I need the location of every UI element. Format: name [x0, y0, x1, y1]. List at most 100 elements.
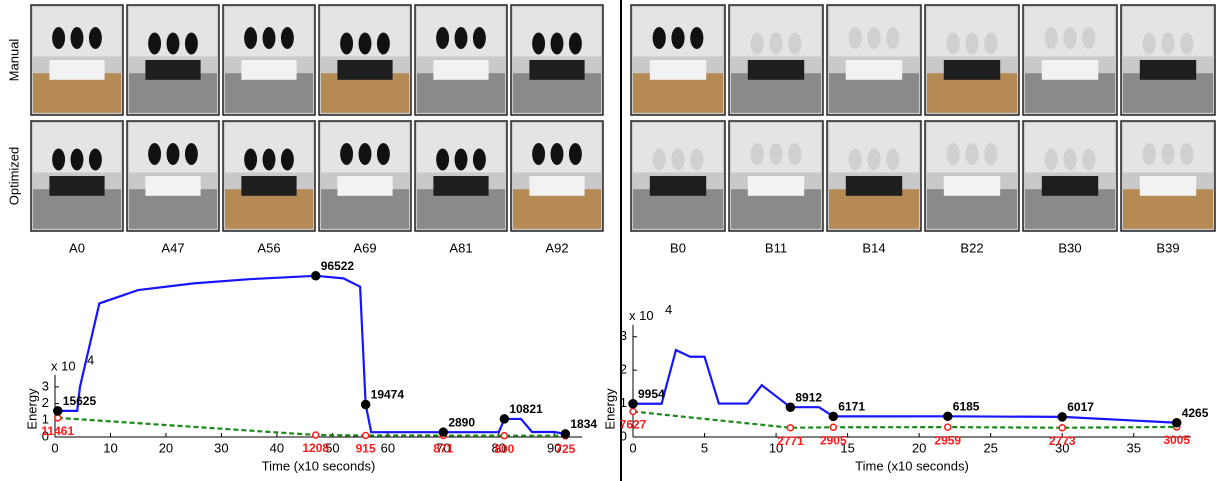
thumbnail — [728, 120, 824, 232]
thumbnail-object — [148, 32, 162, 55]
thumbnail-object — [788, 143, 802, 165]
thumbnail-object — [88, 27, 102, 49]
x-axis-label: Time (x10 seconds) — [262, 458, 376, 473]
thumbnail-object — [750, 143, 764, 165]
thumbnail-object — [70, 27, 84, 49]
thumbnail-object — [550, 32, 564, 55]
thumbnail-object — [568, 143, 582, 165]
thumbnail-object — [532, 32, 546, 55]
thumbnail — [1120, 4, 1216, 116]
thumbnail-object — [532, 143, 546, 165]
thumbnail-object — [1142, 32, 1156, 55]
thumbnail-table — [1041, 60, 1099, 80]
x-tick-label: 25 — [983, 440, 997, 455]
thumbnail-object — [340, 143, 354, 165]
thumbnail — [318, 4, 412, 116]
thumbnail-object — [848, 148, 862, 171]
data-label: 6017 — [1067, 400, 1094, 414]
thumbnail-object — [1044, 27, 1058, 49]
thumbnail-table — [49, 176, 105, 196]
thumbnail-object — [652, 148, 666, 171]
thumbnail-object — [244, 27, 258, 49]
data-label: 2773 — [1049, 434, 1076, 448]
x-tick-label: 30 — [1055, 440, 1069, 455]
thumbnail-object — [1063, 27, 1077, 49]
column-label: B30 — [1058, 240, 1081, 255]
thumbnail-object — [690, 27, 704, 49]
x-tick-label: 20 — [912, 440, 926, 455]
thumbnail-object — [184, 32, 198, 55]
thumbnail-object — [550, 143, 564, 165]
column-label: B11 — [765, 240, 787, 255]
data-point — [310, 271, 321, 281]
thumbnail — [728, 4, 824, 116]
data-label: 3005 — [1163, 433, 1190, 447]
column-label: B39 — [1156, 240, 1179, 255]
data-label: 915 — [356, 442, 376, 456]
thumbnail-table — [845, 60, 903, 80]
data-point — [943, 411, 953, 422]
thumbnail-object — [1044, 148, 1058, 171]
series-line — [633, 348, 1177, 424]
x-axis-label: Time (x10 seconds) — [855, 458, 969, 473]
thumbnail-object — [376, 143, 390, 165]
thumbnail-object — [750, 32, 764, 55]
thumbnail-object — [88, 148, 102, 171]
data-label: 725 — [555, 442, 575, 456]
y-tick-label: 2 — [620, 362, 627, 377]
thumbnail-object — [472, 148, 486, 171]
data-label: 10821 — [509, 402, 543, 416]
thumbnail — [222, 120, 316, 232]
thumbnail-object — [1082, 148, 1096, 171]
thumbnail-object — [454, 27, 468, 49]
thumbnail — [126, 120, 220, 232]
data-label: 6171 — [838, 400, 865, 414]
thumbnail-object — [358, 143, 372, 165]
column-label: A81 — [449, 240, 472, 255]
thumbnail — [30, 4, 124, 116]
y-tick-label: 1 — [620, 395, 627, 410]
data-label: 2959 — [934, 433, 961, 447]
thumbnail — [126, 4, 220, 116]
thumbnail-object — [436, 148, 450, 171]
x-tick-label: 30 — [214, 440, 228, 455]
thumbnail — [924, 4, 1020, 116]
row-label: Optimized — [6, 147, 21, 206]
thumbnail-object — [568, 32, 582, 55]
x-tick-label: 20 — [159, 440, 173, 455]
thumbnail-object — [148, 143, 162, 165]
y-axis-label: Energy — [24, 388, 39, 430]
thumbnail-object — [472, 27, 486, 49]
thumbnail-table — [337, 176, 393, 196]
thumbnail-table — [747, 176, 805, 196]
thumbnail-object — [671, 27, 685, 49]
column-label: B14 — [862, 240, 885, 255]
thumbnail-object — [652, 27, 666, 49]
thumbnail — [318, 120, 412, 232]
column-label: A0 — [69, 240, 85, 255]
data-point — [311, 431, 320, 439]
thumbnail-table — [337, 60, 393, 80]
thumbnail-table — [649, 60, 707, 80]
x-tick-label: 35 — [1127, 440, 1141, 455]
thumbnail-object — [867, 148, 881, 171]
data-label: 7627 — [620, 418, 647, 432]
data-point — [560, 429, 571, 439]
thumbnail — [1120, 120, 1216, 232]
thumbnail-table — [433, 176, 489, 196]
data-label: 1208 — [302, 441, 329, 455]
thumbnail-object — [769, 143, 783, 165]
data-label: 800 — [494, 442, 514, 456]
thumbnail-object — [1180, 143, 1194, 165]
thumbnail-object — [340, 32, 354, 55]
x-tick-label: 60 — [381, 440, 395, 455]
x-tick-label: 0 — [629, 440, 636, 455]
thumbnail-object — [280, 27, 294, 49]
data-point — [629, 407, 637, 416]
data-point — [361, 431, 370, 440]
column-label: A69 — [353, 240, 376, 255]
thumbnail-object — [280, 148, 294, 171]
thumbnail-object — [166, 143, 180, 165]
data-label: 8912 — [795, 390, 822, 404]
